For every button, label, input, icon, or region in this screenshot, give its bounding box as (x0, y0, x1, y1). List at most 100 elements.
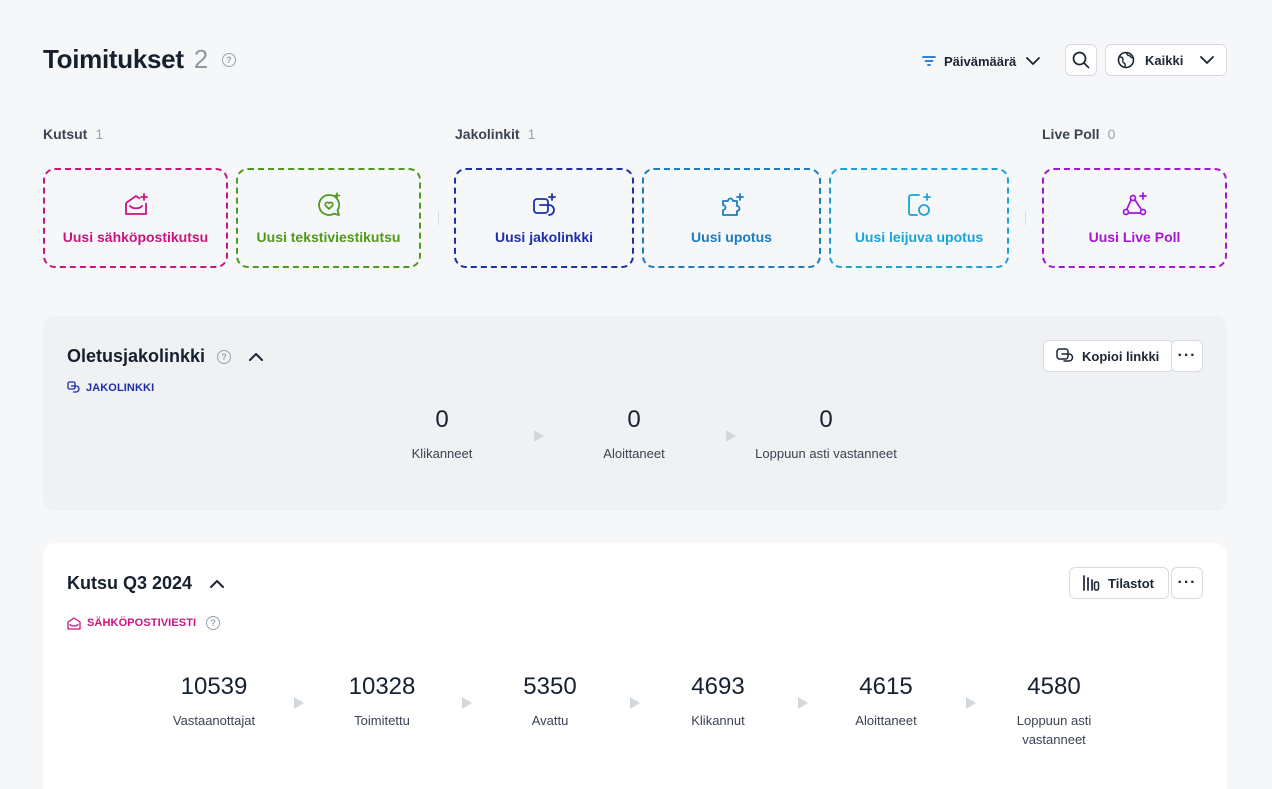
puzzle-plus-icon (721, 193, 744, 216)
date-filter-label: Päivämäärä (944, 53, 1017, 69)
stat-value: 10539 (180, 673, 248, 700)
category-live-poll: Live Poll 0 (1042, 126, 1115, 142)
panel-title: Kutsu Q3 2024 (67, 573, 225, 594)
category-label: Live Poll (1042, 126, 1100, 142)
statistics-button[interactable]: Tilastot (1069, 567, 1169, 599)
stat-label: Toimitettu (354, 713, 410, 728)
arrow-right-icon (966, 697, 976, 709)
card-label: Uusi leijuva upotus (854, 229, 984, 245)
stat-value: 5350 (523, 673, 577, 700)
new-email-invite-card[interactable]: Uusi sähköpostikutsu (43, 168, 228, 268)
help-icon[interactable]: ? (217, 349, 232, 364)
type-tag-label: SÄHKÖPOSTIVIESTI (87, 617, 197, 629)
panel-title-text: Oletusjakolinkki (67, 346, 206, 366)
card-label: Uusi Live Poll (1088, 229, 1181, 245)
panel-title-text: Kutsu Q3 2024 (67, 573, 193, 593)
new-sms-invite-card[interactable]: Uusi tekstiviestikutsu (236, 168, 421, 268)
filter-icon (922, 56, 936, 66)
copy-link-button[interactable]: Kopioi linkki (1043, 340, 1175, 372)
card-label: Uusi upotus (691, 229, 772, 245)
new-share-link-card[interactable]: Uusi jakolinkki (454, 168, 634, 268)
category-label: Jakolinkit (455, 126, 520, 142)
category-count: 1 (527, 126, 536, 142)
more-options-button[interactable]: ··· (1171, 567, 1203, 599)
stat-label: Loppuun asti vastanneet (755, 446, 897, 461)
divider (1025, 211, 1026, 225)
stat-label: Loppuun asti vastanneet (1016, 713, 1092, 747)
arrow-right-icon (294, 697, 304, 709)
delivery-count: 2 (193, 44, 208, 74)
page-title-text: Toimitukset (43, 44, 184, 74)
type-tag: JAKOLINKKI (67, 381, 154, 394)
link-plus-icon (533, 193, 556, 216)
arrow-right-icon (630, 697, 640, 709)
arrow-right-icon (798, 697, 808, 709)
card-label: Uusi tekstiviestikutsu (256, 229, 401, 245)
more-icon: ··· (1177, 574, 1197, 591)
page-title: Toimitukset 2 ? (43, 44, 236, 75)
help-icon[interactable]: ? (221, 52, 236, 67)
category-count: 0 (1107, 126, 1116, 142)
category-label: Kutsut (43, 126, 88, 142)
more-options-button[interactable]: ··· (1171, 340, 1203, 372)
new-live-poll-card[interactable]: Uusi Live Poll (1042, 168, 1227, 268)
search-button[interactable] (1065, 44, 1097, 76)
new-floating-embed-card[interactable]: Uusi leijuva upotus (829, 168, 1009, 268)
arrow-right-icon (462, 697, 472, 709)
stat-label: Aloittaneet (855, 713, 917, 728)
stat-value: 4580 (1027, 673, 1081, 700)
bar-chart-icon (1083, 575, 1100, 591)
more-icon: ··· (1177, 347, 1197, 364)
type-tag: SÄHKÖPOSTIVIESTI ? (67, 616, 221, 630)
copy-link-icon (1056, 348, 1074, 362)
chevron-down-icon (1026, 57, 1041, 65)
stat-value: 0 (627, 406, 641, 433)
arrow-right-icon (534, 430, 544, 442)
stat-value: 10328 (348, 673, 416, 700)
stat-delivered: 10328 Toimitettu (307, 673, 457, 730)
poll-plus-icon (1122, 192, 1147, 216)
chat-heart-icon (317, 192, 340, 216)
type-tag-label: JAKOLINKKI (86, 381, 155, 394)
category-count: 1 (95, 126, 104, 142)
category-kutsut: Kutsut 1 (43, 126, 103, 142)
chevron-up-icon[interactable] (249, 352, 264, 362)
stat-started: 0 Aloittaneet (559, 406, 709, 463)
stat-completed: 0 Loppuun asti vastanneet (736, 406, 916, 463)
chevron-up-icon[interactable] (210, 579, 225, 589)
category-jakolinkit: Jakolinkit 1 (455, 126, 535, 142)
stat-label: Vastaanottajat (172, 713, 256, 728)
stat-clicked: 4693 Klikannut (643, 673, 793, 730)
globe-icon (1117, 51, 1135, 69)
stat-recipients: 10539 Vastaanottajat (139, 673, 289, 730)
link-icon (67, 381, 80, 393)
floating-embed-icon (908, 193, 931, 216)
stat-clicked: 0 Klikanneet (367, 406, 517, 463)
stat-label: Klikanneet (411, 446, 473, 461)
scope-select-label: Kaikki (1145, 52, 1184, 68)
card-label: Uusi sähköpostikutsu (62, 229, 209, 245)
card-label: Uusi jakolinkki (494, 229, 594, 245)
default-share-link-panel: Oletusjakolinkki ? JAKOLINKKI Kopioi lin… (43, 316, 1227, 511)
copy-link-label: Kopioi linkki (1082, 348, 1160, 364)
stat-value: 4615 (859, 673, 913, 700)
divider (438, 211, 439, 225)
help-icon[interactable]: ? (206, 616, 221, 630)
stat-label: Avattu (531, 713, 569, 728)
scope-select[interactable]: Kaikki (1105, 44, 1227, 76)
stat-value: 0 (435, 406, 449, 433)
arrow-right-icon (726, 430, 736, 442)
stat-value: 0 (819, 406, 833, 433)
new-embed-card[interactable]: Uusi upotus (642, 168, 821, 268)
stat-value: 4693 (691, 673, 745, 700)
stat-completed: 4580 Loppuun asti vastanneet (994, 673, 1114, 749)
mail-plus-icon (124, 193, 148, 215)
panel-title: Oletusjakolinkki ? (67, 346, 264, 367)
stat-started: 4615 Aloittaneet (811, 673, 961, 730)
stat-opened: 5350 Avattu (475, 673, 625, 730)
chevron-down-icon (1200, 56, 1214, 64)
date-filter-button[interactable]: Päivämäärä (922, 48, 1041, 74)
mail-icon (67, 616, 81, 630)
search-icon (1072, 51, 1090, 69)
stat-label: Aloittaneet (603, 446, 665, 461)
